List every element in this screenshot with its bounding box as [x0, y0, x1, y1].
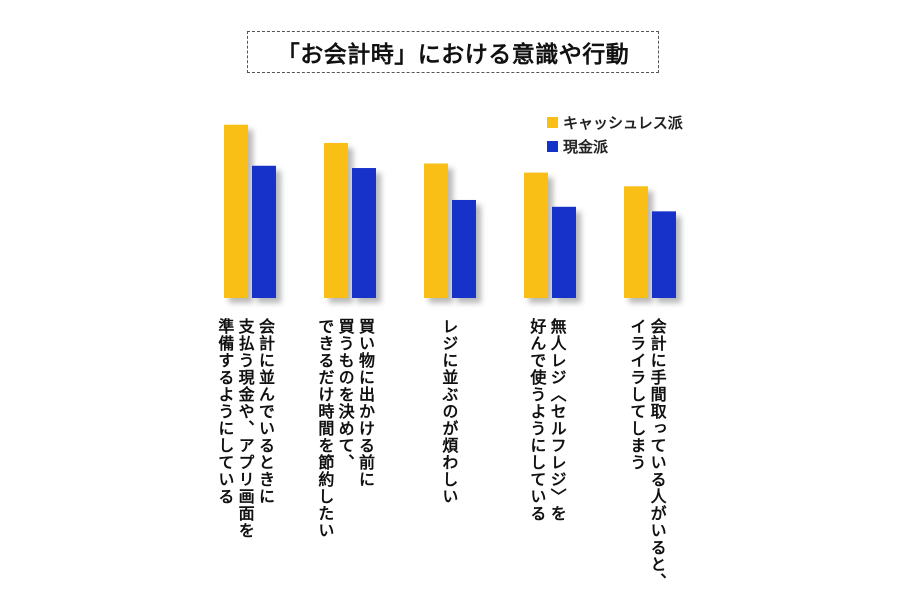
bar-cash-1	[252, 165, 276, 298]
legend-swatch-cash	[547, 140, 558, 152]
category-label-5: 会計に手間取っている人がいると、 イライラしてしまう	[627, 318, 667, 590]
category-label-1: 会計に並んでいるときに 支払う現金や、アプリ画面を 準備するようにしている	[215, 318, 275, 539]
bars-group	[224, 124, 676, 298]
legend-item-cash: 現金派	[547, 134, 683, 158]
category-label-line: 買うものを決めて、	[335, 318, 355, 471]
legend-swatch-cashless	[547, 116, 558, 128]
category-label-line: 支払う現金や、アプリ画面を	[235, 318, 255, 539]
category-label-2: 買い物に出かける前に 買うものを決めて、 できるだけ時間を節約したい	[315, 318, 375, 539]
chart-title: 「お会計時」における意識や行動	[247, 31, 659, 73]
category-label-4: 無人レジ〈セルフレジ〉を 好んで使うようにしている	[527, 318, 567, 522]
category-label-line: 買い物に出かける前に	[355, 318, 375, 488]
bar-cash-2	[352, 168, 376, 298]
bar-cashless-5	[624, 186, 648, 298]
category-label-line: 無人レジ〈セルフレジ〉を	[547, 318, 567, 522]
category-label-line: 好んで使うようにしている	[527, 318, 547, 522]
bar-cashless-1	[224, 124, 248, 298]
legend-label-cash: 現金派	[563, 137, 609, 156]
legend-label-cashless: キャッシュレス派	[563, 113, 683, 132]
legend-item-cashless: キャッシュレス派	[547, 110, 683, 134]
category-label-line: イライラしてしまう	[627, 318, 647, 471]
bar-cash-4	[552, 206, 576, 298]
bar-cash-5	[652, 211, 676, 298]
legend: キャッシュレス派 現金派	[547, 110, 683, 158]
category-label-line: できるだけ時間を節約したい	[315, 318, 335, 539]
bar-cashless-3	[424, 163, 448, 298]
bar-cash-3	[452, 199, 476, 298]
category-label-line: 準備するようにしている	[215, 318, 235, 505]
category-label-line: 会計に並んでいるときに	[255, 318, 275, 505]
category-label-line: レジに並ぶのが煩わしい	[439, 318, 459, 505]
category-label-3: レジに並ぶのが煩わしい	[439, 318, 459, 505]
category-label-line: 会計に手間取っている人がいると、	[647, 318, 667, 590]
bar-cashless-2	[324, 142, 348, 298]
bar-cashless-4	[524, 172, 548, 298]
